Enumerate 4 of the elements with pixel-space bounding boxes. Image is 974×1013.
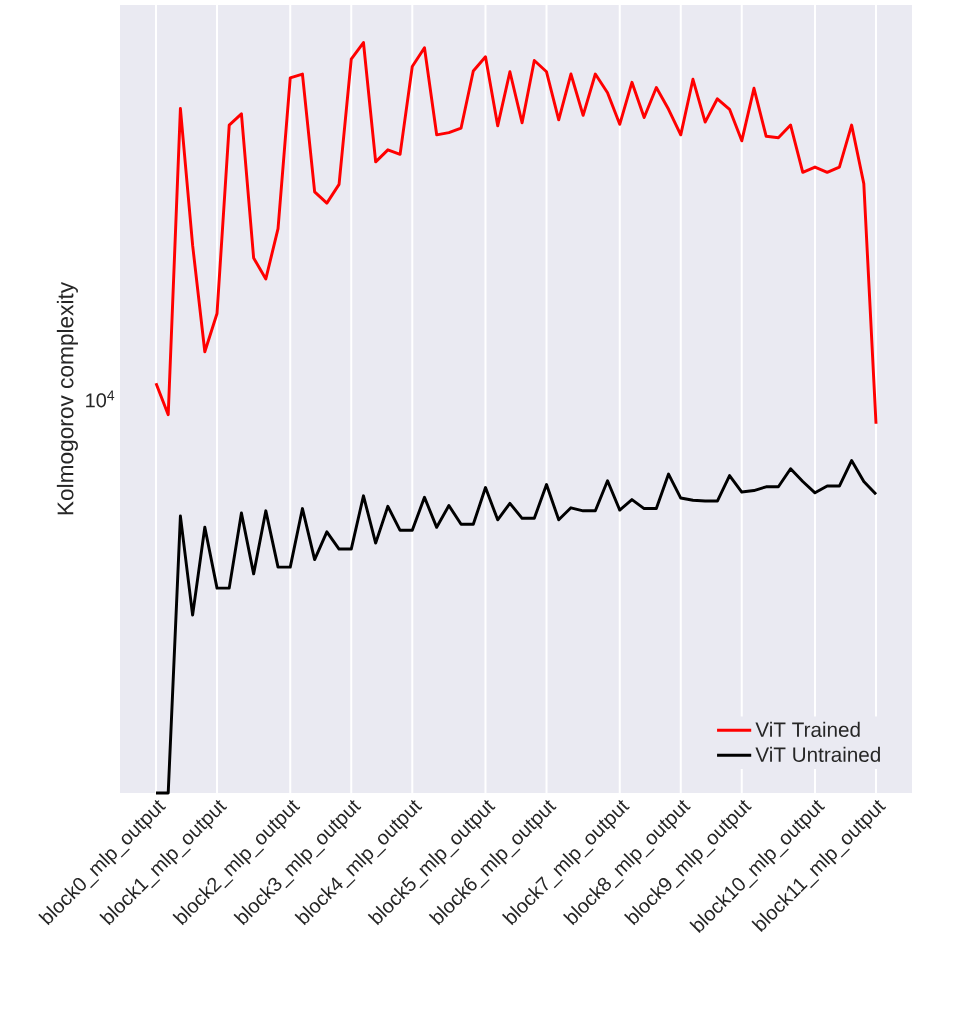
legend-label: ViT Untrained bbox=[755, 746, 880, 762]
y-axis-title: Kolmogorov complexity bbox=[56, 281, 78, 515]
legend-label: ViT Trained bbox=[755, 721, 860, 737]
text: 10$^{4}$ bbox=[86, 390, 115, 408]
